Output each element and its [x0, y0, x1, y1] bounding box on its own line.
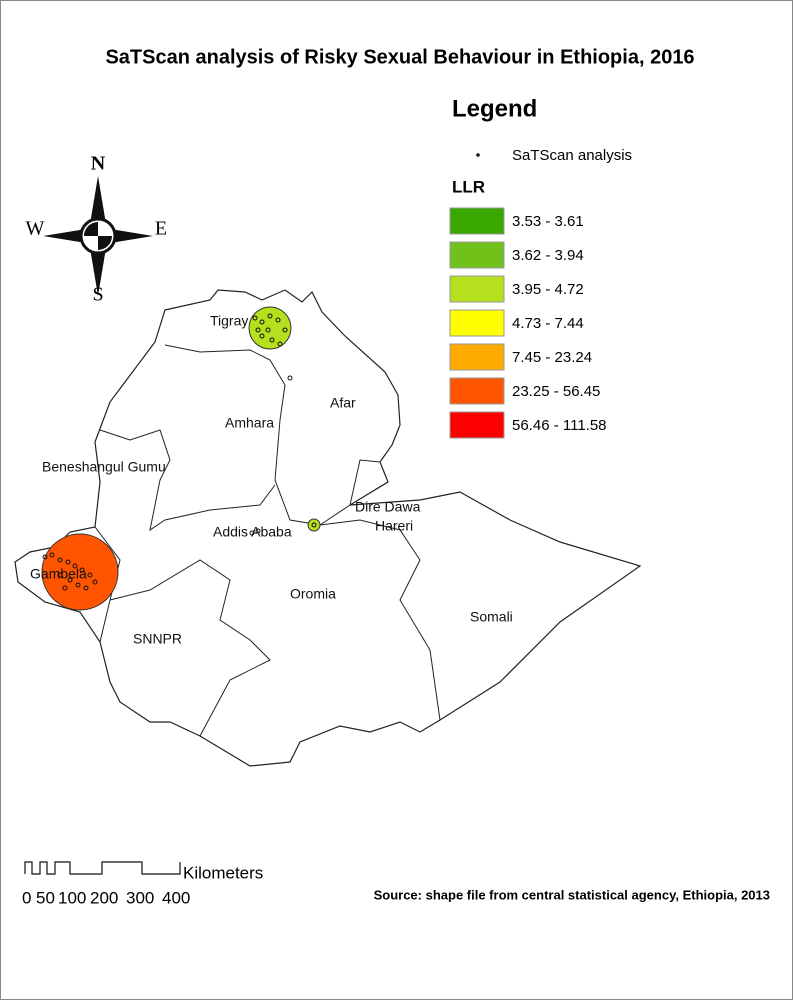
point	[259, 333, 265, 339]
region-label: Tigray	[210, 313, 248, 329]
legend-llr-title: LLR	[452, 177, 485, 196]
legend-swatch	[449, 343, 505, 371]
scale-unit: Kilometers	[183, 863, 263, 882]
scale-labels: 0 50 100 200 300 400	[22, 888, 190, 907]
point	[249, 530, 255, 536]
legend-swatch	[449, 377, 505, 405]
scale-bar	[24, 861, 181, 875]
point	[255, 528, 261, 534]
point	[92, 579, 98, 585]
point	[79, 567, 85, 573]
legend-swatch	[449, 411, 505, 439]
point	[267, 313, 273, 319]
legend-label: 3.62 - 3.94	[512, 247, 584, 264]
point	[72, 563, 78, 569]
region-label: Dire Dawa	[355, 499, 421, 515]
region-label: SNNPR	[133, 631, 182, 647]
cluster-circle	[41, 533, 119, 611]
point	[83, 585, 89, 591]
compass-w: W	[26, 218, 45, 240]
compass-s: S	[92, 284, 103, 306]
region-label: Hareri	[375, 518, 413, 534]
cluster-circle	[248, 306, 292, 350]
region-label: Beneshangul Gumu	[42, 459, 166, 475]
legend-swatch	[449, 207, 505, 235]
point	[282, 327, 288, 333]
legend-point-label: SaTScan analysis	[512, 147, 632, 164]
region-label: Gambela	[30, 566, 87, 582]
legend-point-symbol	[476, 153, 480, 157]
region-boundary	[109, 559, 271, 737]
region-label: Addis Ababa	[213, 524, 292, 540]
scale-label: 400	[162, 888, 190, 907]
point	[42, 554, 48, 560]
region-boundary	[164, 344, 321, 526]
scale-label: 300	[126, 888, 154, 907]
region-label: Somali	[470, 609, 513, 625]
map-title: SaTScan analysis of Risky Sexual Behavio…	[105, 46, 694, 68]
point	[57, 572, 63, 578]
point	[57, 557, 63, 563]
point	[62, 585, 68, 591]
legend-label: 7.45 - 23.24	[512, 349, 592, 366]
legend-label: 56.46 - 111.58	[512, 417, 607, 434]
scale-label: 200	[90, 888, 118, 907]
region-label: Oromia	[290, 586, 336, 602]
point	[269, 337, 275, 343]
compass-n: N	[91, 153, 106, 175]
region-boundary	[99, 429, 276, 532]
scale-label: 50	[36, 888, 55, 907]
legend-label: 3.95 - 4.72	[512, 281, 584, 298]
point	[67, 577, 73, 583]
region-boundary	[319, 519, 441, 721]
compass	[43, 176, 153, 296]
legend-label: 23.25 - 56.45	[512, 383, 600, 400]
legend-swatch	[449, 241, 505, 269]
country-outline	[14, 289, 642, 767]
point	[255, 327, 261, 333]
source-note: Source: shape file from central statisti…	[374, 887, 770, 902]
point	[75, 582, 81, 588]
scale-label: 100	[58, 888, 86, 907]
point	[259, 319, 265, 325]
legend-label: 4.73 - 7.44	[512, 315, 584, 332]
point	[277, 341, 283, 347]
point	[65, 559, 71, 565]
point	[49, 552, 55, 558]
legend-swatch	[449, 275, 505, 303]
point	[265, 327, 271, 333]
point	[275, 317, 281, 323]
point	[311, 522, 317, 528]
point	[87, 572, 93, 578]
region-label: Amhara	[225, 415, 274, 431]
legend-title: Legend	[452, 95, 537, 122]
point	[252, 315, 258, 321]
compass-e: E	[155, 218, 167, 240]
point	[287, 375, 293, 381]
region-label: Afar	[330, 395, 356, 411]
legend-label: 3.53 - 3.61	[512, 213, 584, 230]
points	[42, 313, 317, 591]
region-boundary	[319, 459, 381, 526]
cluster-circle	[307, 518, 321, 532]
legend-classes: 3.53 - 3.61 3.62 - 3.94 3.95 - 4.72 4.73 - …	[449, 207, 607, 439]
scale-label: 0	[22, 888, 31, 907]
legend-swatch	[449, 309, 505, 337]
